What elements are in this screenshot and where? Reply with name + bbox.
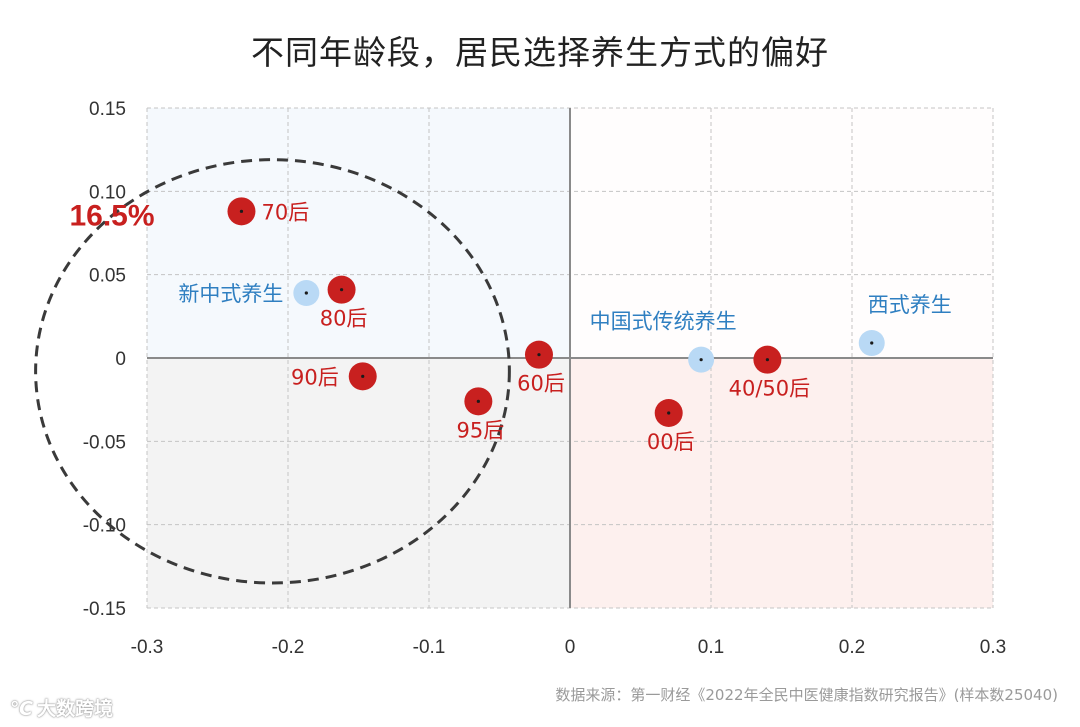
data-point-center [667,411,671,415]
watermark-text: 大数跨境 [37,698,114,720]
x-tick-label: -0.2 [272,637,305,658]
y-tick-label: 0.10 [89,182,126,203]
chart-title: 不同年龄段，居民选择养生方式的偏好 [251,33,829,72]
axes [147,108,993,608]
y-tick-label: -0.05 [83,432,126,453]
annotations: 16.5% [34,158,511,585]
age-group-label: 80后 [320,307,368,331]
x-tick-label: 0 [565,637,576,658]
quadrant-backgrounds [147,108,993,608]
quadrant-bottom-right [570,358,993,608]
age-group-label: 40/50后 [729,377,811,401]
age-group-label: 60后 [517,372,565,396]
data-point-center [476,399,480,403]
x-tick-label: 0.3 [980,637,1006,658]
data-point-center [339,288,344,292]
age-group-label: 70后 [261,200,309,224]
data-point-center [537,353,541,357]
x-tick-label: 0.1 [698,637,724,658]
y-tick-label: 0.15 [89,99,126,120]
x-tick-label: 0.2 [839,637,865,658]
x-tick-label: -0.1 [413,637,446,658]
age-group-label: 90后 [291,365,339,389]
source-note: 数据来源：第一财经《2022年全民中医健康指数研究报告》(样本数25040) [555,686,1058,704]
y-tick-label: -0.10 [83,516,126,537]
data-point-center [870,341,874,345]
quadrant-top-right [570,108,993,358]
y-tick-label: -0.15 [83,599,126,620]
quadrant-top-left [147,108,570,358]
data-point-center [304,291,308,295]
method-label: 西式养生 [868,293,952,317]
method-label: 中国式传统养生 [590,310,737,334]
age-group-label: 95后 [456,418,504,442]
method-label: 新中式养生 [178,282,283,306]
data-point-center [699,358,703,362]
y-tick-label: 0 [115,349,126,370]
highlight-ellipse [34,158,511,585]
annotation-label: 16.5% [69,200,154,233]
y-tick-label: 0.05 [89,266,126,287]
quadrant-bottom-left [147,358,570,608]
age-group-label: 00后 [647,430,695,454]
data-point-center [361,374,365,378]
logo-icon: ℃ [10,698,34,720]
watermark-logo: ℃ 大数跨境 [10,694,113,721]
tick-labels: -0.3 -0.2 -0.1 0 0.1 0.2 0.30.150.100.050-0.05… [83,99,1007,658]
x-tick-label: -0.3 [131,637,164,658]
data-point-center [765,358,770,362]
data-point-center [239,209,244,213]
